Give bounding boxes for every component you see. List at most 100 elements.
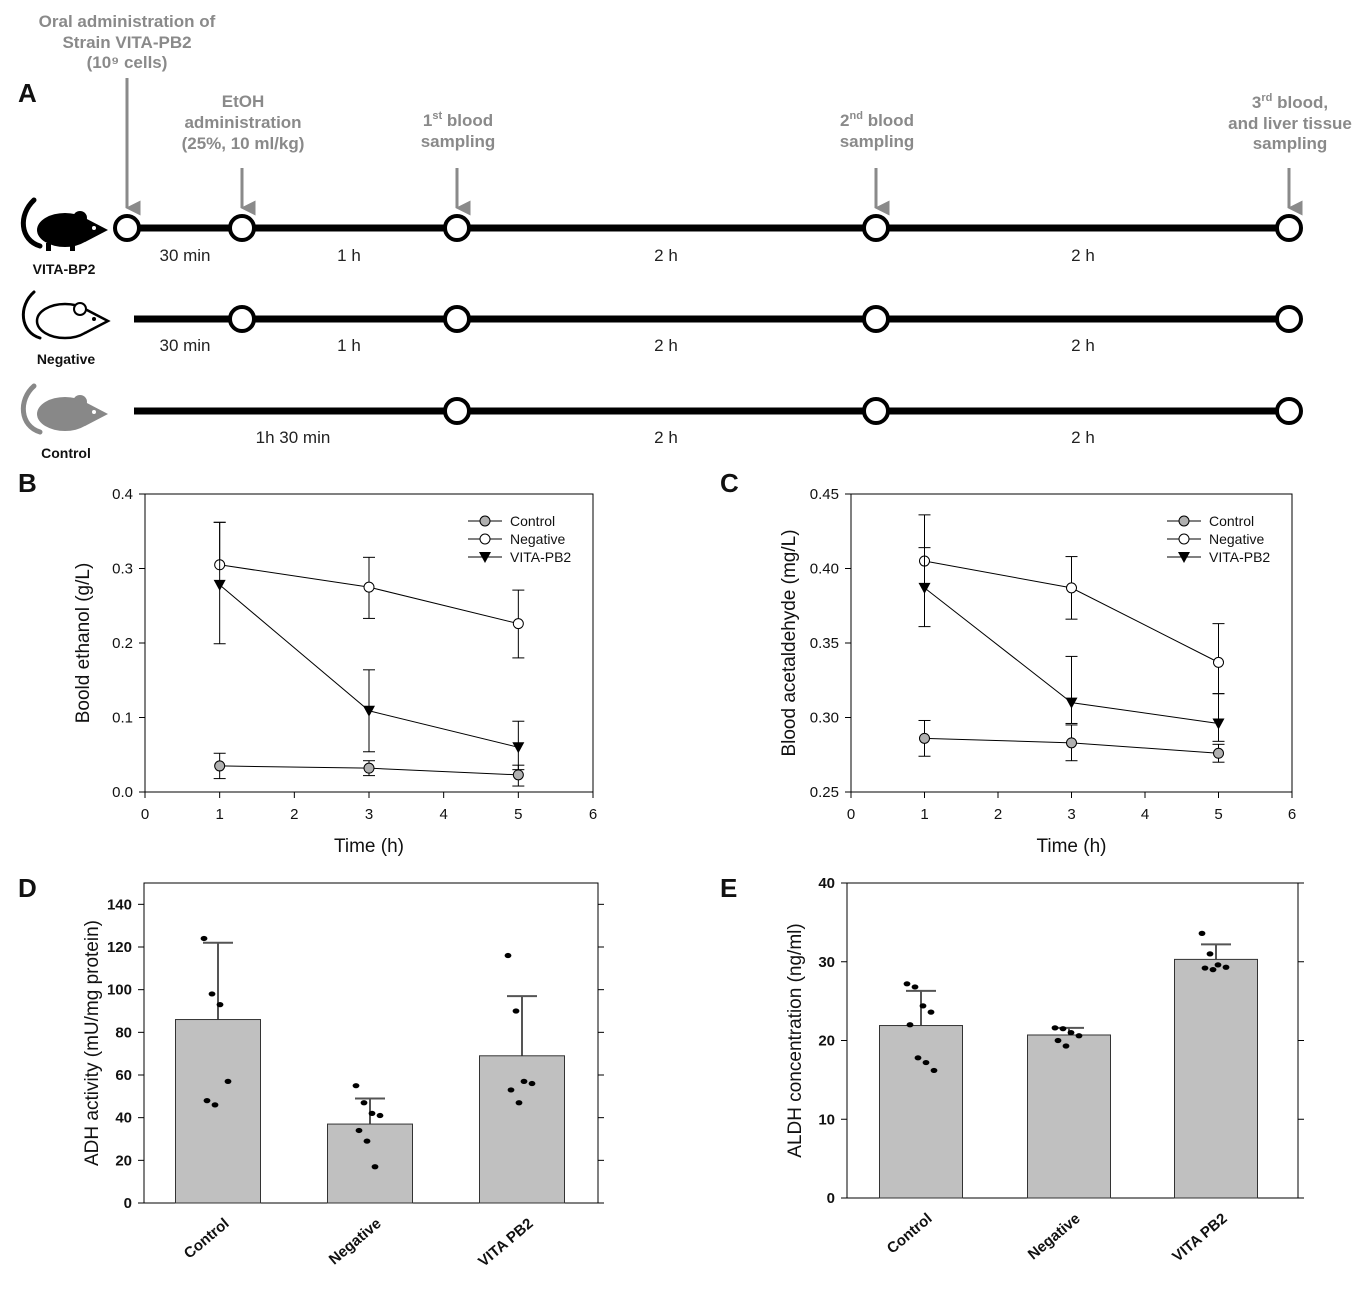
annotation-line: EtOH: [222, 92, 265, 111]
category-label: Negative: [326, 1215, 385, 1268]
y-tick-label: 0.1: [112, 710, 133, 727]
data-point: [512, 618, 524, 630]
y-tick-label: 100: [107, 982, 132, 999]
data-point: [1206, 951, 1214, 957]
chart-blood-acetaldehyde: 0 1 2 3 4 5 6 0.25 0.30 0.35 0.40 0.45 Time (h) Blood…: [779, 486, 1296, 857]
data-point: [1201, 965, 1209, 971]
annotation-line: Strain VITA-PB2: [62, 33, 191, 52]
timepoint-circle: [1275, 305, 1303, 333]
y-axis-title: Boold ethanol (g/L): [73, 563, 94, 724]
x-axis-title: Time (h): [334, 836, 404, 857]
legend-label: VITA-PB2: [510, 549, 571, 565]
y-tick-label: 80: [115, 1024, 132, 1041]
data-point: [927, 1009, 935, 1015]
group-label: Control: [41, 445, 91, 461]
data-point: [200, 935, 208, 942]
data-point: [512, 769, 524, 781]
timeline-row-negative: Negative 30 min 1 h 2 h 2 h: [21, 290, 1303, 367]
data-point: [1067, 1030, 1075, 1036]
bar: [175, 1019, 261, 1204]
data-point: [224, 1078, 232, 1084]
legend-marker: [479, 515, 491, 527]
legend-marker: [479, 552, 491, 563]
data-point: [930, 1067, 938, 1074]
legend-marker: [1178, 552, 1190, 563]
group-label: Negative: [37, 351, 96, 367]
category-label: VITA PB2: [475, 1215, 536, 1270]
annotation-line: administration: [184, 113, 301, 132]
legend: Control Negative VITA-PB2: [1167, 513, 1270, 565]
y-tick-label: 30: [818, 954, 835, 971]
data-point: [1051, 1025, 1059, 1031]
x-tick-label: 6: [589, 806, 597, 823]
data-point: [1066, 737, 1077, 749]
y-tick-label: 0.40: [810, 561, 839, 578]
category-label: Negative: [1025, 1210, 1084, 1263]
series-negative: [918, 514, 1225, 695]
timeline-row-vita: VITA-BP2 30 min 1 h 2 h 2 h: [20, 197, 1303, 277]
timepoint-circle: [113, 214, 141, 242]
data-point: [507, 1087, 515, 1093]
legend-marker: [479, 533, 491, 545]
data-point: [520, 1078, 528, 1084]
duration-label: 1 h: [337, 246, 361, 265]
data-point: [213, 579, 226, 591]
annotation-second-blood-sampling: 2nd blood sampling: [840, 110, 915, 151]
panel-label-a: A: [18, 78, 37, 108]
y-tick-label: 0.4: [112, 486, 133, 503]
chart-blood-ethanol: 0 1 2 3 4 5 6 0.0 0.1 0.2 0.3 0.4 Time (h) Boold etha…: [73, 486, 597, 857]
duration-label: 2 h: [1071, 246, 1095, 265]
x-tick-label: 1: [215, 806, 223, 823]
bar-group-vita-pb2: VITA PB2: [1169, 930, 1258, 1265]
timepoint-circle: [862, 214, 890, 242]
timepoint-circle: [443, 305, 471, 333]
annotation-line: 2nd blood: [840, 110, 914, 130]
data-point: [922, 1059, 930, 1066]
bar-group-negative: Negative: [326, 1083, 413, 1268]
data-point: [352, 1083, 360, 1089]
timepoint-circle: [862, 305, 890, 333]
y-tick-label: 0: [124, 1195, 132, 1212]
legend-label: Negative: [1209, 531, 1264, 547]
duration-label: 2 h: [654, 428, 678, 447]
y-axis-title: ADH activity (mU/mg protein): [82, 920, 103, 1166]
data-point: [1075, 1033, 1083, 1039]
annotation-line: (25%, 10 ml/kg): [182, 134, 305, 153]
data-point: [1062, 1043, 1070, 1049]
y-tick-label: 20: [818, 1033, 835, 1050]
data-point: [1213, 656, 1224, 668]
data-point: [211, 1102, 219, 1108]
data-point: [911, 984, 919, 990]
data-point: [1222, 964, 1230, 970]
series-vita-pb2: [213, 521, 525, 771]
bar: [479, 1055, 565, 1204]
y-tick-label: 0.0: [112, 784, 133, 801]
data-point: [528, 1080, 536, 1087]
panel-label-e: E: [720, 873, 737, 903]
data-point: [363, 762, 375, 774]
data-point: [906, 1022, 914, 1028]
timepoint-circle: [1275, 397, 1303, 425]
data-point: [208, 991, 216, 997]
duration-label: 1 h: [337, 336, 361, 355]
annotation-line: sampling: [1253, 134, 1328, 153]
legend-label: Control: [1209, 513, 1254, 529]
x-tick-label: 5: [514, 806, 522, 823]
data-point: [1214, 962, 1222, 968]
data-point: [1065, 697, 1078, 709]
data-point: [918, 582, 931, 594]
group-label: VITA-BP2: [33, 261, 96, 277]
bar-group-control: Control: [175, 935, 261, 1262]
data-point: [363, 705, 375, 717]
data-point: [914, 1055, 922, 1061]
annotation-line: Oral administration of: [39, 12, 216, 31]
annotation-third-blood-sampling: 3rd blood, and liver tissue sampling: [1228, 92, 1352, 153]
y-tick-label: 40: [818, 875, 835, 892]
chart-aldh-concentration: 0 10 20 30 40 ALDH concentration (ng/ml) Contr…: [785, 875, 1304, 1265]
data-point: [1198, 930, 1206, 937]
timepoint-circle: [228, 305, 256, 333]
data-point: [919, 732, 930, 744]
x-tick-label: 0: [141, 806, 149, 823]
y-tick-label: 0.2: [112, 635, 133, 652]
